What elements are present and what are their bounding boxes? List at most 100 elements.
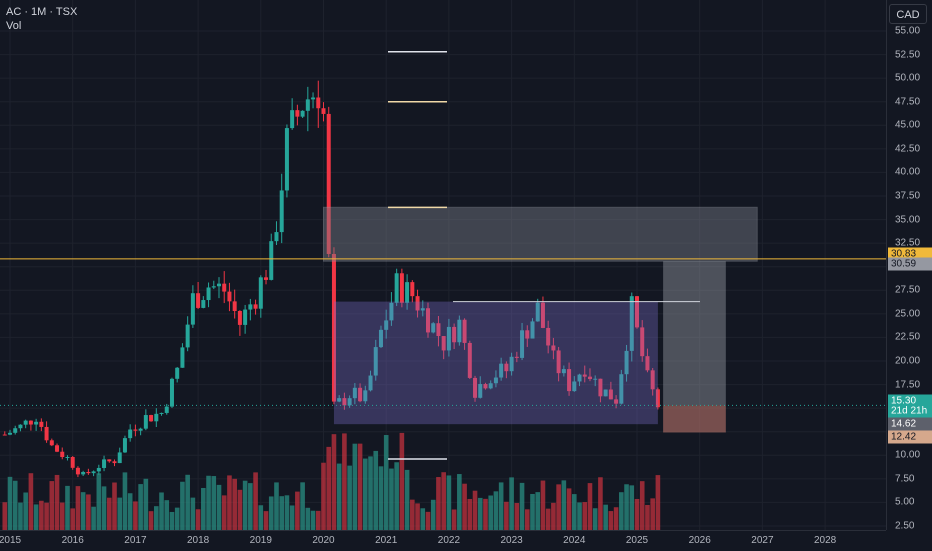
volume-bar [185,474,190,530]
time-scale[interactable]: 2015 2016 2017 2018 2019 2020 2021 2022 2023 2024… [0,530,886,551]
price-tick: 22.50 [895,331,921,343]
volume-bar [122,472,128,530]
candle-body [389,302,394,321]
volume-bar [645,504,650,530]
volume-bar [613,507,619,530]
volume-bar [619,492,624,530]
candle-body [551,345,556,351]
volume-bar [211,476,217,530]
candle-body [337,398,342,402]
volume-bar [378,466,384,530]
volume-bar [582,502,588,530]
candle-body [577,374,582,382]
candle-body [635,296,639,328]
currency-button[interactable]: CAD [889,4,927,24]
volume-bar [321,462,326,530]
volume-bar [430,499,436,530]
candle-body [122,438,127,453]
price-tick: 5.00 [895,496,915,508]
volume-bar [410,499,415,530]
price-tick: 52.50 [895,49,921,61]
volume-bar [300,482,305,530]
price-tick: 20.00 [895,355,921,367]
volume-bar [467,498,473,530]
volume-bar [91,506,96,530]
price-tick: 25.00 [895,308,921,320]
candle-body [143,415,148,429]
candle-body [462,319,467,343]
volume-bar [289,505,295,530]
candle-body [587,376,592,380]
price-tick: 35.00 [895,214,921,226]
candle-body [514,356,519,358]
volume-bar [227,475,232,530]
volume-bar [420,508,426,530]
projection-loss-zone [663,405,726,433]
candlestick-chart[interactable] [0,0,886,530]
candle-body [655,389,660,408]
time-tick: 2018 [186,535,210,546]
candle-body [190,293,195,325]
candle-body [279,190,284,233]
volume-bar [608,511,614,530]
candle-body [540,302,545,328]
candle-body [384,320,389,330]
candle-body [614,399,619,404]
candle-body [274,232,279,242]
candle-body [65,456,70,458]
candle-body [405,282,410,303]
volume-bar [373,450,379,530]
time-tick: 2027 [751,535,774,546]
candle-body [347,398,352,406]
candle-body [248,304,253,310]
candle-body [28,420,33,425]
symbol-title[interactable]: AC · 1M · TSX [6,6,78,18]
candle-body [431,323,436,333]
candle-body [358,387,363,402]
candle-body [55,445,60,452]
candle-body [598,378,603,397]
time-tick: 2022 [437,535,461,546]
volume-bar [540,480,546,530]
volume-bar [232,478,237,530]
volume-bar [148,511,154,530]
candle-body [504,363,509,372]
volume-bar [237,489,243,530]
candle-body [525,330,530,339]
volume-bar [174,507,180,530]
volume-bar [127,493,133,530]
candle-body [2,434,7,436]
projection-zone [663,261,726,406]
candle-body [483,384,488,389]
price-tick: 42.50 [895,143,921,155]
candle-body [269,241,274,280]
volume-bar [331,434,337,530]
volume-bar [472,490,478,530]
candle-body [326,113,331,254]
time-tick: 2017 [124,535,147,546]
price-tick: 32.50 [895,237,921,249]
volume-bar [39,500,44,530]
candle-body [91,471,96,474]
volume-bar [274,482,279,530]
time-tick: 2023 [500,535,523,546]
volume-bar [201,487,206,530]
volume-bar [336,463,342,530]
volume-bar [96,473,102,530]
candle-body [645,356,650,371]
candle-body [399,273,404,303]
volume-bar [404,469,410,530]
time-tick: 2021 [375,535,398,546]
volume-bar [7,476,13,530]
candle-body [509,356,514,372]
volume-bar [70,508,75,530]
volume-bar [592,508,598,530]
candle-body [8,432,12,435]
price-tick: 7.50 [895,473,915,485]
target-price-label: 12.42 [888,430,932,444]
volume-bar [59,502,65,530]
volume-bar [462,483,467,530]
price-scale[interactable]: 55.00 52.50 50.00 47.50 45.00 42.50 40.00 37.50… [886,0,932,532]
volume-legend[interactable]: Vol [6,20,22,32]
chart-pane[interactable]: AC · 1M · TSX Vol [0,0,886,530]
